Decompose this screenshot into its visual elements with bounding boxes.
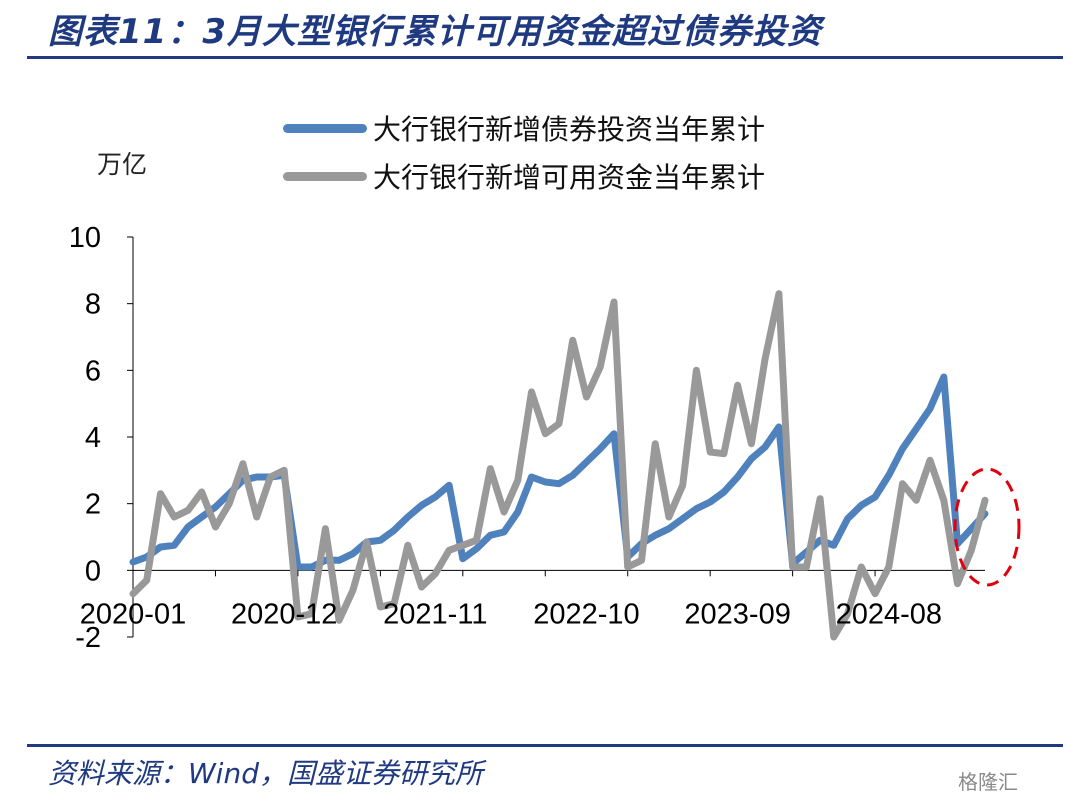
y-tick-label: 2 — [85, 489, 101, 521]
x-tick-label: 2022-10 — [533, 598, 639, 630]
legend-label-bond-investment: 大行银行新增债券投资当年累计 — [373, 113, 766, 146]
chart-title: 图表11：3月大型银行累计可用资金超过债券投资 — [48, 12, 822, 52]
x-tick-label: 2021-11 — [383, 598, 487, 630]
legend-swatch-blue — [283, 123, 367, 133]
y-tick-label: 10 — [69, 222, 101, 254]
x-tick-label: 2020-12 — [231, 598, 337, 630]
title-divider — [27, 56, 1063, 59]
legend-item-bond-investment: 大行银行新增债券投资当年累计 — [283, 108, 765, 148]
y-axis-unit-label: 万亿 — [97, 150, 148, 179]
y-tick-label: 6 — [85, 355, 101, 387]
legend-swatch-gray — [283, 171, 367, 181]
series-line-available-funds — [129, 290, 989, 641]
watermark-text: 格隆汇 — [958, 770, 1018, 794]
y-tick-label: 4 — [85, 422, 101, 454]
legend-item-available-funds: 大行银行新增可用资金当年累计 — [283, 156, 765, 196]
x-tick-label: 2023-09 — [684, 598, 790, 630]
x-tick-label: 2020-01 — [80, 598, 186, 630]
y-tick-label: 0 — [85, 555, 101, 587]
legend-label-available-funds: 大行银行新增可用资金当年累计 — [373, 161, 766, 194]
y-tick-label: 8 — [85, 289, 101, 321]
source-note: 资料来源：Wind，国盛证券研究所 — [48, 757, 483, 790]
x-tick-label: 2024-08 — [836, 598, 942, 630]
footer-divider — [27, 744, 1063, 747]
highlight-ellipse — [953, 467, 1021, 587]
y-tick-label: -2 — [75, 622, 101, 654]
